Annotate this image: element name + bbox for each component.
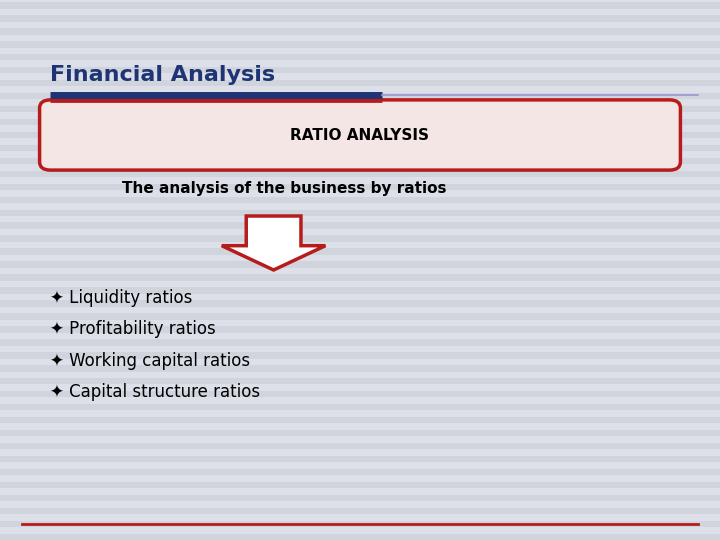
Bar: [0, 456, 720, 462]
Bar: [0, 495, 720, 501]
Bar: [0, 158, 720, 164]
Bar: [0, 300, 720, 307]
Bar: [0, 80, 720, 86]
Bar: [0, 365, 720, 372]
Bar: [0, 41, 720, 48]
Bar: [0, 313, 720, 320]
Text: ✦ Profitability ratios: ✦ Profitability ratios: [50, 320, 216, 338]
Text: The analysis of the business by ratios: The analysis of the business by ratios: [122, 181, 447, 196]
Bar: [0, 248, 720, 255]
Text: ✦ Capital structure ratios: ✦ Capital structure ratios: [50, 383, 261, 401]
Bar: [0, 274, 720, 281]
Text: ✦ Working capital ratios: ✦ Working capital ratios: [50, 352, 251, 369]
Bar: [0, 339, 720, 346]
Bar: [0, 106, 720, 112]
Bar: [0, 508, 720, 514]
Bar: [0, 443, 720, 449]
Bar: [0, 54, 720, 60]
Bar: [0, 534, 720, 540]
Bar: [0, 404, 720, 410]
Bar: [0, 352, 720, 359]
Bar: [0, 391, 720, 397]
Bar: [0, 430, 720, 436]
Text: RATIO ANALYSIS: RATIO ANALYSIS: [290, 127, 430, 143]
Bar: [0, 28, 720, 35]
Bar: [0, 197, 720, 203]
Bar: [0, 145, 720, 151]
Bar: [0, 210, 720, 216]
Bar: [0, 93, 720, 99]
Bar: [0, 287, 720, 294]
FancyBboxPatch shape: [40, 100, 680, 170]
Bar: [0, 132, 720, 138]
Bar: [0, 417, 720, 423]
Bar: [0, 67, 720, 73]
Text: ✦ Liquidity ratios: ✦ Liquidity ratios: [50, 289, 193, 307]
Bar: [0, 184, 720, 190]
Bar: [0, 469, 720, 475]
Bar: [0, 326, 720, 333]
Text: Financial Analysis: Financial Analysis: [50, 65, 276, 85]
Bar: [0, 119, 720, 125]
Bar: [0, 222, 720, 229]
Bar: [0, 378, 720, 384]
Bar: [0, 235, 720, 242]
Bar: [0, 261, 720, 268]
Bar: [0, 171, 720, 177]
Bar: [0, 482, 720, 488]
Bar: [0, 521, 720, 527]
Bar: [0, 15, 720, 22]
Bar: [0, 2, 720, 9]
Polygon shape: [222, 216, 325, 270]
